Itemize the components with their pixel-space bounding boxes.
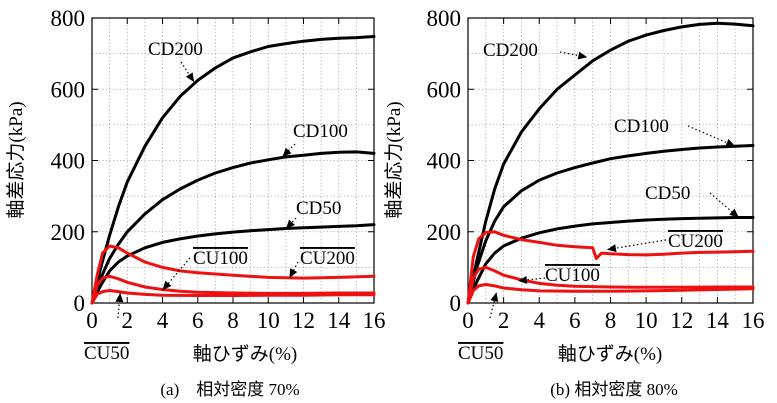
annotation-arrowhead: [185, 72, 195, 83]
y-axis-label: 軸差応力(kPa): [5, 101, 27, 218]
x-tick-label: 16: [742, 308, 765, 333]
annotation-label-cu100: CU100: [193, 248, 248, 269]
annotation-arrowhead: [289, 268, 298, 279]
annotation-label-cu100: CU100: [545, 265, 600, 286]
y-tick-label: 600: [51, 77, 86, 102]
x-tick-label: 16: [363, 308, 386, 333]
annotation-label-cu50: CU50: [458, 343, 503, 364]
annotation-arrowhead: [162, 280, 172, 291]
annotation-arrowhead: [577, 51, 588, 60]
annotation-arrowhead: [285, 219, 295, 229]
y-tick-label: 0: [450, 291, 462, 316]
y-tick-label: 200: [427, 220, 462, 245]
x-tick-label: 8: [605, 308, 617, 333]
annotation-leader: [559, 51, 588, 58]
series-line-cd200: [466, 21, 755, 305]
annotation-arrowhead: [725, 139, 736, 147]
x-tick-label: 14: [706, 308, 730, 333]
series-line-cu50: [466, 283, 755, 305]
y-tick-label: 400: [51, 149, 86, 174]
series-line-cu100: [90, 274, 376, 305]
annotation-arrowhead: [606, 244, 617, 253]
annotation-leader: [162, 257, 191, 291]
x-tick-label: 10: [635, 308, 658, 333]
chart-panel-a: 0 2 4 6 8 10 12 14 160200400600800軸差応力(kPa)軸ひずみ(…: [5, 6, 386, 365]
annotation-leader: [489, 292, 498, 319]
annotation-arrowhead: [729, 208, 739, 218]
x-tick-label: 8: [227, 308, 239, 333]
annotation-arrowhead: [517, 276, 528, 284]
y-tick-label: 800: [427, 6, 462, 31]
caption-panel-a: (a) 相対密度 70%: [160, 380, 299, 399]
annotation-label-cd200: CD200: [483, 40, 538, 61]
annotation-leader: [288, 261, 299, 279]
x-tick-label: 6: [569, 308, 581, 333]
series-line-cu200: [90, 244, 376, 305]
x-tick-label: 4: [157, 308, 169, 333]
annotation-label-cu200: CU200: [668, 231, 723, 252]
series-line-cd100: [466, 144, 755, 305]
annotation-label-cd200: CD200: [148, 39, 203, 60]
annotation-arrowhead: [115, 293, 124, 303]
x-tick-label: 10: [257, 308, 280, 333]
chart-panel-b: 0 2 4 6 8 10 12 14 160200400600800軸差応力(kPa)軸ひずみ(…: [383, 6, 765, 365]
x-tick-label: 6: [192, 308, 204, 333]
series-line-cu50: [90, 289, 376, 305]
annotation-leader: [517, 277, 546, 282]
x-tick-label: 4: [534, 308, 546, 333]
annotation-label-cd100: CD100: [293, 121, 348, 142]
x-tick-label: 0: [86, 308, 98, 333]
series-line-cd50: [466, 216, 755, 305]
y-tick-label: 400: [427, 149, 462, 174]
series-line-cd50: [90, 223, 376, 305]
series-line-cd100: [90, 150, 376, 305]
annotation-arrowhead: [282, 147, 292, 157]
series-line-cu200: [466, 230, 755, 305]
x-tick-label: 14: [327, 308, 351, 333]
y-tick-label: 600: [427, 77, 462, 102]
annotation-label-cd100: CD100: [614, 116, 669, 137]
y-tick-label: 800: [51, 6, 86, 31]
caption-panel-b: (b) 相対密度 80%: [550, 380, 677, 399]
x-axis-label: 軸ひずみ(%): [193, 343, 297, 365]
x-tick-label: 2: [122, 308, 134, 333]
annotation-label-cd50: CD50: [296, 198, 341, 219]
x-tick-label: 12: [292, 308, 315, 333]
y-axis-label: 軸差応力(kPa): [383, 101, 405, 218]
x-tick-label: 2: [498, 308, 510, 333]
x-tick-label: 0: [462, 308, 474, 333]
y-tick-label: 200: [51, 220, 86, 245]
series-line-cd200: [90, 35, 376, 305]
x-tick-label: 12: [670, 308, 693, 333]
annotation-leader: [281, 143, 296, 158]
annotation-label-cu200: CU200: [300, 248, 355, 269]
x-axis-label: 軸ひずみ(%): [558, 343, 662, 365]
y-tick-label: 0: [74, 291, 86, 316]
annotation-arrowhead: [490, 292, 499, 302]
annotation-label-cu50: CU50: [84, 343, 129, 364]
annotation-label-cd50: CD50: [645, 183, 690, 204]
annotation-leader: [687, 125, 736, 147]
series-line-cu100: [466, 265, 755, 305]
